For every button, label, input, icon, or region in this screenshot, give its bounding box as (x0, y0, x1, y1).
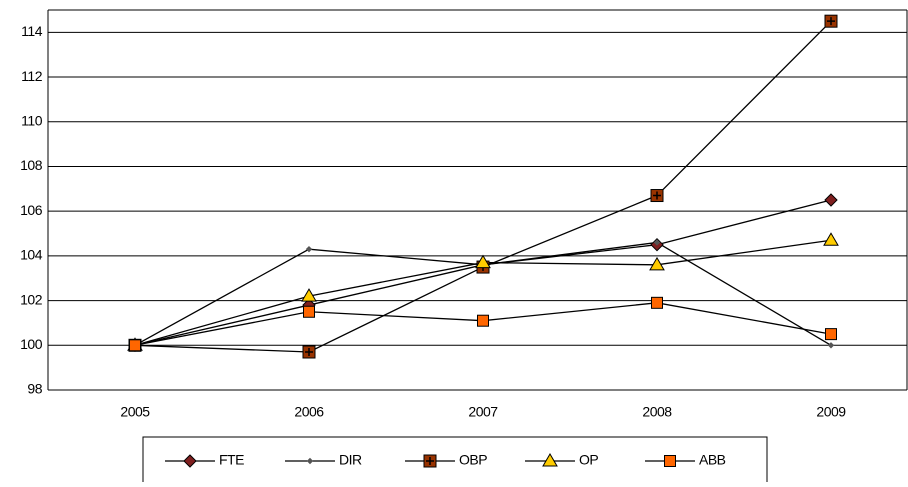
marker (305, 245, 313, 253)
marker (664, 455, 676, 467)
x-tick-label: 2006 (294, 404, 324, 420)
x-tick-label: 2005 (120, 404, 150, 420)
marker (302, 345, 316, 359)
marker (653, 239, 661, 246)
marker (824, 14, 838, 28)
legend-box (142, 436, 768, 487)
marker (303, 305, 315, 318)
y-tick-label: 100 (20, 336, 43, 352)
marker-plus (827, 17, 835, 26)
y-tick-label: 112 (21, 68, 43, 84)
legend-label: OBP (459, 452, 487, 468)
marker-plus (426, 457, 434, 465)
x-tick-label: 2007 (468, 404, 498, 420)
marker (827, 342, 835, 349)
marker (824, 193, 838, 207)
y-tick-label: 104 (20, 247, 43, 263)
y-tick-label: 110 (21, 112, 43, 128)
marker (542, 453, 558, 467)
marker (477, 314, 489, 327)
marker (825, 328, 837, 341)
marker (306, 457, 314, 465)
y-tick-label: 114 (21, 23, 43, 39)
legend-label: OP (579, 452, 598, 468)
x-tick-label: 2008 (642, 404, 672, 420)
y-tick-label: 108 (20, 157, 43, 173)
marker-plus (305, 348, 313, 356)
marker (651, 296, 663, 309)
marker (423, 454, 437, 468)
marker (823, 232, 839, 246)
series-line (134, 20, 832, 353)
marker (475, 254, 491, 269)
legend-label: ABB (699, 452, 726, 468)
x-tick-label: 2009 (816, 404, 846, 420)
marker (183, 454, 197, 468)
marker (650, 189, 664, 203)
legend-label: FTE (219, 452, 244, 468)
marker (649, 256, 665, 271)
marker-plus (653, 191, 661, 200)
marker (301, 288, 317, 302)
marker (129, 339, 141, 352)
y-tick-label: 102 (20, 291, 43, 307)
y-tick-label: 106 (20, 202, 43, 218)
legend-label: DIR (339, 452, 362, 468)
y-tick-label: 98 (27, 381, 42, 397)
